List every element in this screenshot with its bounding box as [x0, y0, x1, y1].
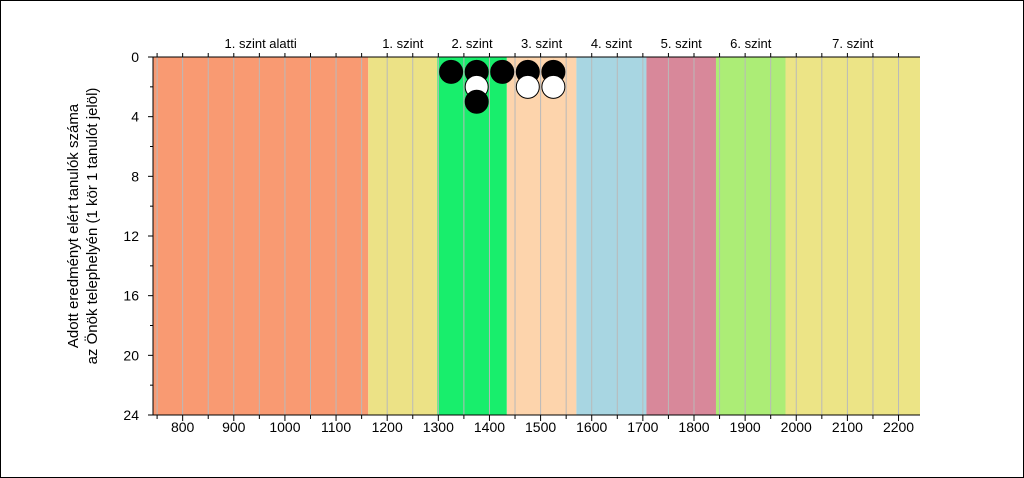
student-marker [464, 89, 489, 114]
x-tick-label: 1600 [576, 419, 607, 435]
axes: 800 900 1000 1100 1200 1300 1400 1500 1600 1700 18… [123, 49, 920, 435]
x-tick-label: 1800 [678, 419, 709, 435]
student-marker [541, 74, 566, 99]
band-label-6: 5. szint [661, 36, 703, 51]
x-tick-label: 2000 [781, 419, 812, 435]
band-label-5: 4. szint [591, 36, 633, 51]
x-tick-label: 1100 [321, 419, 351, 435]
x-tick-label: 800 [171, 419, 195, 435]
band-7 [715, 57, 786, 415]
vertical-gridlines [156, 57, 900, 415]
y-axis-label-line2: az Önök telephelyén (1 kör 1 tanulót jel… [83, 88, 101, 365]
student-marker [515, 74, 540, 99]
band-label-4: 3. szint [521, 36, 563, 51]
x-tick-label: 1200 [372, 419, 403, 435]
student-markers [439, 59, 566, 114]
y-tick-label: 12 [123, 228, 139, 244]
y-axis-label-line1: Adott eredményt elért tanulók száma [65, 103, 82, 348]
band-2 [368, 57, 438, 415]
y-tick-label: 20 [123, 347, 139, 363]
band-label-7: 6. szint [730, 36, 772, 51]
band-label-2: 1. szint [382, 36, 424, 51]
x-tick-label: 900 [222, 419, 246, 435]
y-tick-label: 4 [131, 109, 139, 125]
y-tick-label: 8 [131, 168, 139, 184]
band-1 [153, 57, 369, 415]
x-tick-label: 1000 [269, 419, 300, 435]
x-tick-label: 2100 [832, 419, 863, 435]
band-label-1: 1. szint alatti [225, 36, 297, 51]
x-tick-label: 1300 [423, 419, 454, 435]
y-tick-label: 24 [123, 407, 139, 423]
student-marker [439, 59, 464, 84]
y-tick-label: 16 [123, 288, 139, 304]
band-8 [785, 57, 920, 415]
band-4 [506, 57, 577, 415]
x-tick-label: 1400 [474, 419, 505, 435]
level-bands [153, 57, 920, 415]
student-marker [490, 59, 515, 84]
band-label-3: 2. szint [451, 36, 493, 51]
x-tick-label: 1700 [627, 419, 658, 435]
band-label-8: 7. szint [832, 36, 874, 51]
band-3 [437, 57, 507, 415]
x-tick-label: 2200 [883, 419, 914, 435]
band-labels: 1. szint alatti 1. szint 2. szint 3. szint 4… [225, 36, 874, 51]
x-tick-label: 1900 [730, 419, 761, 435]
y-tick-label: 0 [131, 49, 139, 65]
band-6 [646, 57, 716, 415]
x-tick-label: 1500 [525, 419, 556, 435]
band-5 [576, 57, 647, 415]
